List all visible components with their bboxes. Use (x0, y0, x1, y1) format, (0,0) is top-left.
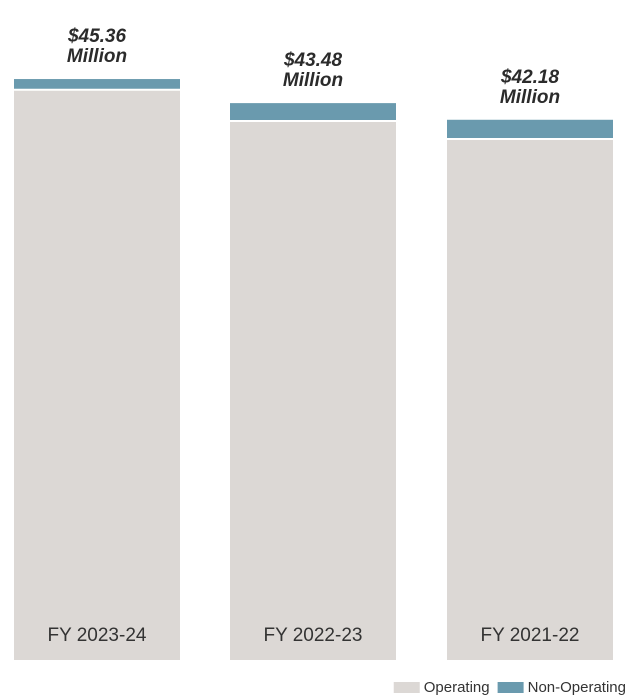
legend-swatch (497, 682, 524, 693)
total-label: $43.48 Million (282, 50, 344, 92)
bar-segment (447, 138, 613, 661)
category-label: FY 2023-24 (48, 625, 147, 646)
total-label: $45.36 Million (66, 26, 128, 68)
bar-segment (14, 89, 180, 660)
category-label: FY 2022-23 (264, 625, 363, 646)
legend-label: Non-Operating (528, 679, 626, 696)
total-label: $42.18 Million (499, 66, 561, 108)
legend-label: Operating (424, 679, 490, 696)
bar-segment (447, 119, 613, 139)
bar-segment (230, 103, 396, 122)
bar-segment (230, 121, 396, 660)
bar-segment (14, 79, 180, 90)
category-label: FY 2021-22 (481, 625, 580, 646)
legend-swatch (393, 682, 420, 693)
